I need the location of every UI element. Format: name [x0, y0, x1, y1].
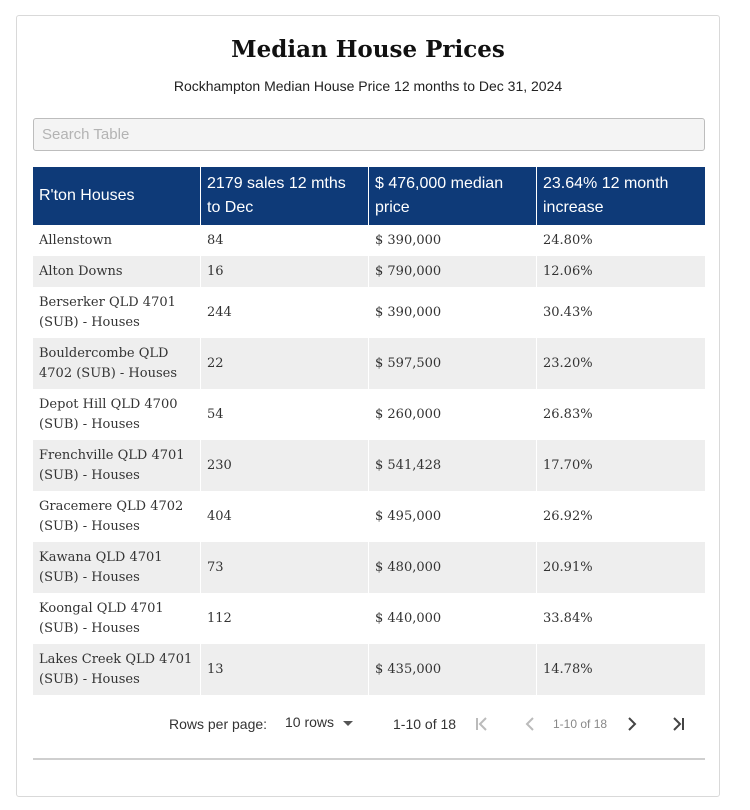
- page-range: 1-10 of 18: [393, 716, 457, 732]
- cell-suburb: Bouldercombe QLD 4702 (SUB) - Houses: [33, 338, 201, 389]
- cell-suburb: Lakes Creek QLD 4701 (SUB) - Houses: [33, 644, 201, 695]
- cell-increase: 17.70%: [537, 440, 705, 491]
- rows-per-page-select[interactable]: 10 rows: [285, 714, 335, 730]
- cell-sales: 112: [201, 593, 369, 644]
- cell-increase: 23.20%: [537, 338, 705, 389]
- table-card: Median House Prices Rockhampton Median H…: [16, 15, 720, 797]
- column-header-increase[interactable]: 23.64% 12 month increase: [537, 167, 705, 225]
- cell-increase: 24.80%: [537, 225, 705, 256]
- cell-increase: 20.91%: [537, 542, 705, 593]
- cell-increase: 30.43%: [537, 287, 705, 338]
- cell-sales: 73: [201, 542, 369, 593]
- cell-median-price: $ 495,000: [369, 491, 537, 542]
- cell-sales: 54: [201, 389, 369, 440]
- pagination-bar: Rows per page: 10 rows 1-10 of 18 1-10 o…: [17, 713, 721, 735]
- table-row: Lakes Creek QLD 4701 (SUB) - Houses 13 $…: [33, 644, 705, 695]
- cell-sales: 404: [201, 491, 369, 542]
- table-row: Bouldercombe QLD 4702 (SUB) - Houses 22 …: [33, 338, 705, 389]
- page-label: 1-10 of 18: [553, 717, 608, 731]
- cell-suburb: Frenchville QLD 4701 (SUB) - Houses: [33, 440, 201, 491]
- cell-increase: 12.06%: [537, 256, 705, 287]
- first-page-icon[interactable]: [473, 713, 491, 735]
- cell-suburb: Kawana QLD 4701 (SUB) - Houses: [33, 542, 201, 593]
- last-page-icon[interactable]: [669, 713, 687, 735]
- next-page-icon[interactable]: [623, 713, 641, 735]
- cell-increase: 33.84%: [537, 593, 705, 644]
- cell-sales: 16: [201, 256, 369, 287]
- table-row: Gracemere QLD 4702 (SUB) - Houses 404 $ …: [33, 491, 705, 542]
- cell-median-price: $ 480,000: [369, 542, 537, 593]
- cell-suburb: Gracemere QLD 4702 (SUB) - Houses: [33, 491, 201, 542]
- cell-median-price: $ 440,000: [369, 593, 537, 644]
- cell-increase: 26.83%: [537, 389, 705, 440]
- dropdown-arrow-icon[interactable]: [343, 721, 353, 726]
- page-title: Median House Prices: [231, 36, 505, 63]
- cell-sales: 230: [201, 440, 369, 491]
- cell-suburb: Depot Hill QLD 4700 (SUB) - Houses: [33, 389, 201, 440]
- cell-median-price: $ 597,500: [369, 338, 537, 389]
- table-row: Frenchville QLD 4701 (SUB) - Houses 230 …: [33, 440, 705, 491]
- column-header-sales[interactable]: 2179 sales 12 mths to Dec: [201, 167, 369, 225]
- data-table: R'ton Houses 2179 sales 12 mths to Dec $…: [33, 167, 705, 695]
- table-row: Alton Downs 16 $ 790,000 12.06%: [33, 256, 705, 287]
- cell-median-price: $ 390,000: [369, 287, 537, 338]
- table-row: Depot Hill QLD 4700 (SUB) - Houses 54 $ …: [33, 389, 705, 440]
- table-row: Kawana QLD 4701 (SUB) - Houses 73 $ 480,…: [33, 542, 705, 593]
- table-row: Allenstown 84 $ 390,000 24.80%: [33, 225, 705, 256]
- prev-page-icon[interactable]: [521, 713, 539, 735]
- cell-sales: 84: [201, 225, 369, 256]
- search-input[interactable]: [33, 118, 705, 151]
- column-header-suburb[interactable]: R'ton Houses: [33, 167, 201, 225]
- cell-suburb: Koongal QLD 4701 (SUB) - Houses: [33, 593, 201, 644]
- cell-increase: 26.92%: [537, 491, 705, 542]
- cell-increase: 14.78%: [537, 644, 705, 695]
- column-header-median-price[interactable]: $ 476,000 median price: [369, 167, 537, 225]
- rows-per-page-label: Rows per page:: [169, 716, 268, 732]
- table-header-row: R'ton Houses 2179 sales 12 mths to Dec $…: [33, 167, 705, 225]
- cell-sales: 13: [201, 644, 369, 695]
- cell-sales: 22: [201, 338, 369, 389]
- cell-median-price: $ 790,000: [369, 256, 537, 287]
- cell-suburb: Allenstown: [33, 225, 201, 256]
- footer-divider: [33, 758, 705, 760]
- cell-median-price: $ 260,000: [369, 389, 537, 440]
- table-row: Berserker QLD 4701 (SUB) - Houses 244 $ …: [33, 287, 705, 338]
- table-row: Koongal QLD 4701 (SUB) - Houses 112 $ 44…: [33, 593, 705, 644]
- cell-suburb: Alton Downs: [33, 256, 201, 287]
- cell-median-price: $ 541,428: [369, 440, 537, 491]
- page-subtitle: Rockhampton Median House Price 12 months…: [173, 78, 563, 94]
- cell-sales: 244: [201, 287, 369, 338]
- cell-median-price: $ 435,000: [369, 644, 537, 695]
- cell-suburb: Berserker QLD 4701 (SUB) - Houses: [33, 287, 201, 338]
- cell-median-price: $ 390,000: [369, 225, 537, 256]
